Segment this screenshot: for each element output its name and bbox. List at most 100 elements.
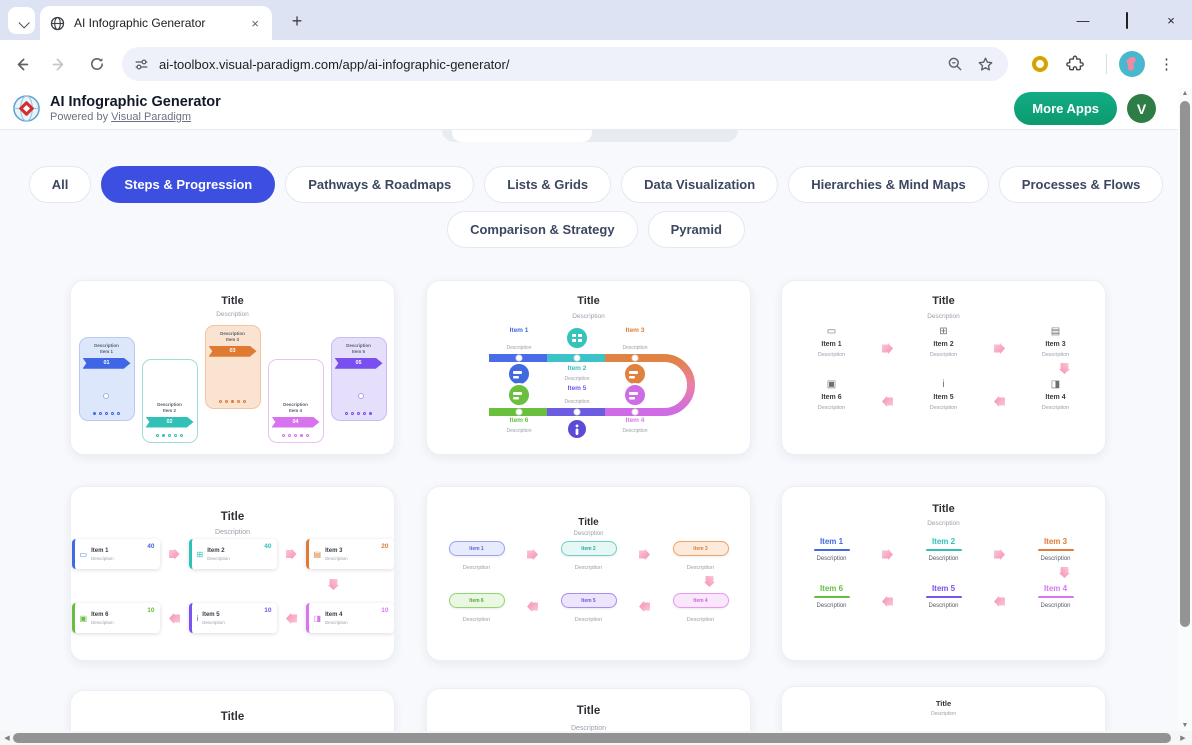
stat-value: 20 <box>381 543 389 550</box>
visual-paradigm-link[interactable]: Visual Paradigm <box>111 110 192 123</box>
step-panel: Description Item 1 01 <box>78 337 135 421</box>
flow-arrow-right-icon <box>168 548 180 560</box>
step-panel: Description Item 5 05 <box>330 337 387 421</box>
filter-lists-grids[interactable]: Lists & Grids <box>484 166 612 203</box>
item-pill: Item 5 <box>560 593 617 608</box>
back-button[interactable] <box>4 47 38 81</box>
flow-arrow-down-icon <box>1059 363 1070 374</box>
more-apps-button[interactable]: More Apps <box>1014 92 1117 125</box>
stat-item: ▤ Item 3 Description 20 <box>305 539 394 569</box>
template-card-banner-steps[interactable]: Title Description Description Item 1 01 D… <box>70 280 395 455</box>
template-description: Description <box>572 313 605 320</box>
step-panel: Description Item 3 03 <box>204 325 261 409</box>
flow-arrow-left-icon <box>527 601 538 612</box>
address-bar[interactable]: ai-toolbox.visual-paradigm.com/app/ai-in… <box>122 47 1008 81</box>
flow-arrow-left-icon <box>286 613 297 624</box>
mode-toggle-active-segment[interactable] <box>452 130 592 142</box>
profile-avatar[interactable] <box>1119 51 1145 77</box>
new-tab-button[interactable]: + <box>284 8 310 34</box>
maximize-icon <box>1126 11 1128 29</box>
template-description: Description <box>214 529 250 536</box>
item-description: Description <box>622 428 648 434</box>
scroll-down-icon[interactable]: ▼ <box>1181 722 1189 729</box>
item-pill: Item 1 <box>448 541 505 556</box>
tab-search-button[interactable] <box>8 7 35 34</box>
template-card-icon-grid[interactable]: Title Description ▭ Item 1 Description ⊞ It… <box>781 280 1106 455</box>
stat-item: ◨ Item 4 Description 10 <box>305 603 394 633</box>
template-card-roadmap[interactable]: Title Description <box>426 280 751 455</box>
mode-toggle-partial[interactable] <box>442 130 738 142</box>
item-underline <box>925 549 962 551</box>
site-settings-icon[interactable] <box>134 57 149 72</box>
bookmark-star-icon[interactable] <box>977 56 994 73</box>
forward-button[interactable] <box>42 47 76 81</box>
maximize-button[interactable] <box>1120 11 1134 29</box>
vertical-scrollbar-thumb[interactable] <box>1180 101 1190 627</box>
stat-value: 10 <box>381 607 389 614</box>
template-card-underline-grid[interactable]: Title Description Item 1 Description Item… <box>781 486 1106 661</box>
minimize-button[interactable]: — <box>1076 12 1090 28</box>
filter-data-visualization[interactable]: Data Visualization <box>621 166 779 203</box>
flow-arrow-right-icon <box>994 549 1005 560</box>
filter-pathways-roadmaps[interactable]: Pathways & Roadmaps <box>285 166 475 203</box>
extensions-puzzle-icon[interactable] <box>1058 47 1092 81</box>
connector-node <box>358 393 364 399</box>
zoom-icon[interactable] <box>947 56 963 72</box>
toolbar-divider <box>1106 54 1107 74</box>
flow-grid: Item 1 Description Item 2 Description Item… <box>427 541 750 623</box>
flow-arrow-left-icon <box>994 596 1005 607</box>
menu-kebab-icon[interactable]: ⋮ <box>1159 56 1174 73</box>
user-avatar[interactable]: V <box>1127 94 1156 123</box>
template-description: Description <box>573 531 604 537</box>
template-title: Title <box>932 295 955 307</box>
item-description: Description <box>564 399 590 405</box>
flow-arrow-down-icon <box>704 576 715 587</box>
close-button[interactable]: × <box>1167 12 1175 28</box>
panel-icon: ▤ <box>1050 326 1061 337</box>
scroll-up-icon[interactable]: ▲ <box>1181 90 1189 97</box>
template-title: Title <box>221 295 244 307</box>
reload-button[interactable] <box>80 47 114 81</box>
filter-steps-progression[interactable]: Steps & Progression <box>101 166 276 203</box>
url-text[interactable]: ai-toolbox.visual-paradigm.com/app/ai-in… <box>159 56 510 72</box>
flow-arrow-down-icon <box>328 579 339 590</box>
filter-hierarchies-mindmaps[interactable]: Hierarchies & Mind Maps <box>788 166 989 203</box>
chevron-down-icon <box>17 17 30 29</box>
flow-arrow-left-icon <box>639 601 650 612</box>
item-pill: Item 2 <box>560 541 617 556</box>
stat-value: 10 <box>147 607 155 614</box>
step-banner: 03 <box>208 345 257 357</box>
browser-tab[interactable]: AI Infographic Generator × <box>40 6 272 40</box>
item-name: Item 3 <box>625 327 645 334</box>
template-description: Description <box>216 311 249 318</box>
template-title: Title <box>220 711 245 723</box>
stat-item: ⊞ Item 2 Description 40 <box>188 539 277 569</box>
filter-comparison-strategy[interactable]: Comparison & Strategy <box>447 211 638 248</box>
item-name: Item 2 <box>567 365 587 372</box>
flow-arrow-right-icon <box>527 549 538 560</box>
grid-icon: ⊞ <box>196 549 204 559</box>
filter-all[interactable]: All <box>28 166 92 203</box>
scroll-right-icon[interactable]: ▶ <box>1180 735 1186 742</box>
roadmap-badge-icons <box>507 326 647 440</box>
stat-row: ▭ Item 1 Description 40 ⊞ Item 2 Description 4… <box>71 539 394 569</box>
flow-grid: ▭ Item 1 Description ⊞ Item 2 Description ▤ I… <box>817 326 1070 411</box>
scroll-left-icon[interactable]: ◀ <box>4 735 10 742</box>
template-card-pill-badges[interactable]: Title Description Item 1 Description Item… <box>426 486 751 661</box>
board-icon: ▣ <box>79 613 88 623</box>
item-name: Item 1 <box>509 327 529 334</box>
template-description: Description <box>927 313 960 320</box>
vertical-scrollbar[interactable]: ▲ ▼ <box>1178 88 1192 731</box>
item-description: Description <box>564 376 590 382</box>
horizontal-scrollbar[interactable]: ◀ ▶ <box>0 731 1192 745</box>
tab-close-icon[interactable]: × <box>251 15 259 31</box>
extension-badge-icon[interactable] <box>1032 56 1048 72</box>
page-title: AI Infographic Generator <box>50 93 221 110</box>
item-underline <box>1037 549 1074 551</box>
filter-processes-flows[interactable]: Processes & Flows <box>998 166 1164 203</box>
filter-pyramid[interactable]: Pyramid <box>647 211 745 248</box>
horizontal-scrollbar-thumb[interactable] <box>13 733 1171 743</box>
template-card-stat-list[interactable]: Title Description ▭ Item 1 Description 40 ⊞… <box>70 486 395 661</box>
item-description: Description <box>622 345 648 351</box>
